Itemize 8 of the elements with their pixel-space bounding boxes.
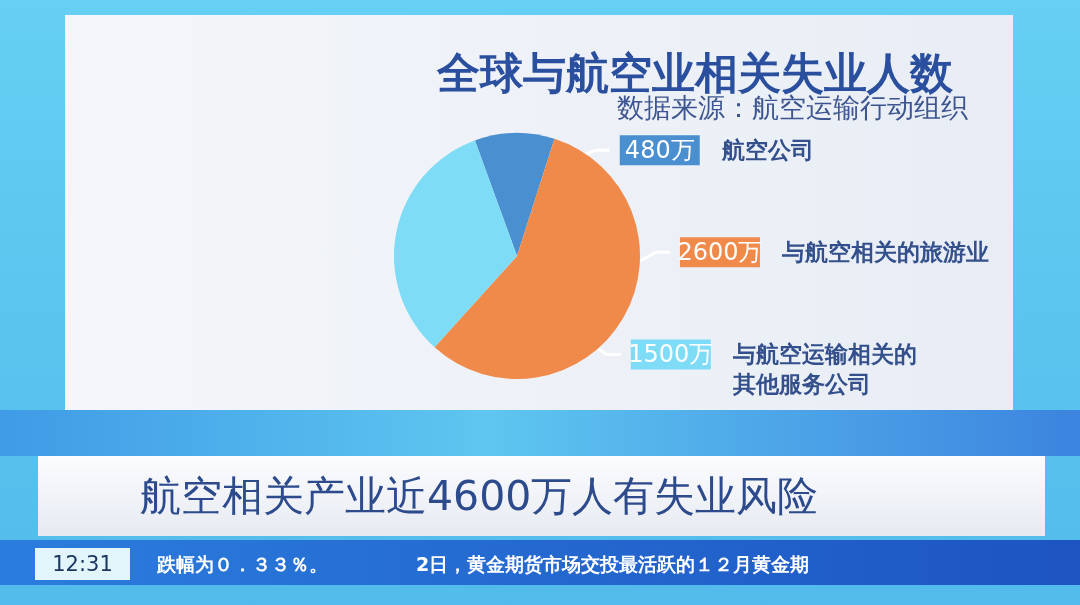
data-label: 480万: [624, 136, 695, 165]
legend-label: 与航空运输相关的其他服务公司: [731, 341, 917, 398]
text: 2日，黄金期货市场交投最活跃的１２月黄金期: [416, 553, 810, 575]
clock-box: 12:31: [35, 548, 130, 580]
legend-label: 与航空相关的旅游业: [780, 239, 989, 266]
headline-panel: 航空相关产业近4600万人有失业风险: [38, 456, 1045, 536]
legend-label: 航空公司: [720, 137, 814, 164]
text: 跌幅为０．３３％。: [157, 553, 328, 575]
